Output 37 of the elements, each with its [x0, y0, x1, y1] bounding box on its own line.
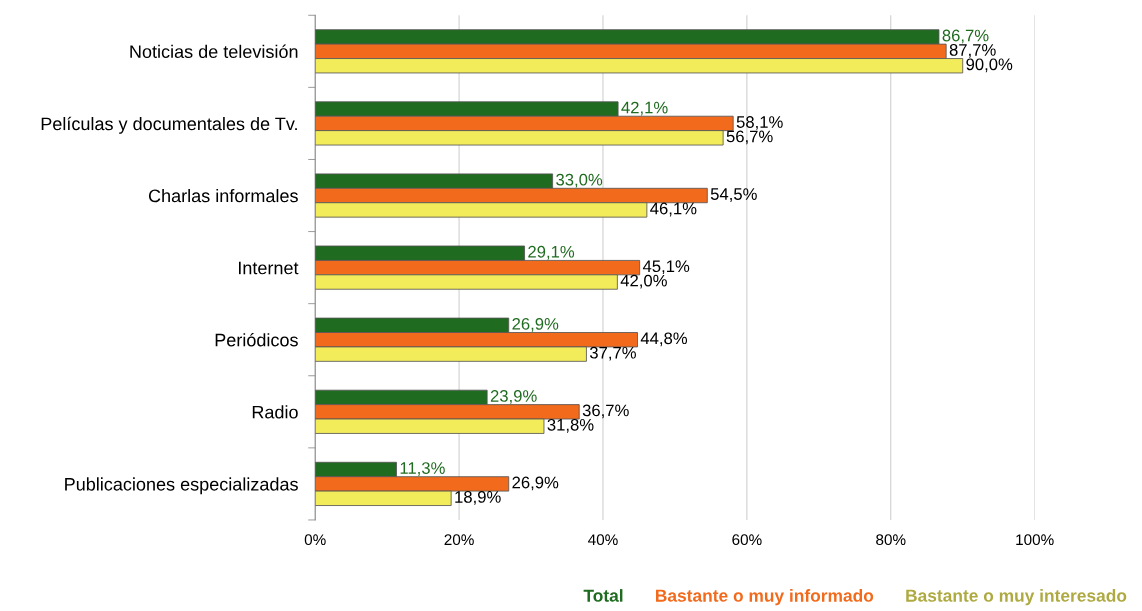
data-label: 37,7%: [589, 346, 636, 361]
x-tick-label: 100%: [1016, 534, 1054, 546]
y-tick-label: Publicaciones especializadas: [65, 477, 298, 495]
y-tick-label: Charlas informales: [148, 188, 298, 203]
x-tick-label: 20%: [444, 534, 474, 546]
x-tick-label: 0%: [304, 534, 326, 546]
data-label: 29,1%: [528, 245, 575, 260]
data-label: 42,0%: [620, 274, 667, 289]
data-label: 33,0%: [556, 173, 603, 188]
data-label: 90,0%: [966, 58, 1013, 73]
data-label: 58,1%: [736, 116, 783, 130]
data-label: 44,8%: [640, 332, 688, 347]
data-label: 45,1%: [642, 260, 690, 275]
data-label: 86,7%: [942, 29, 989, 44]
x-tick-label: 60%: [732, 534, 762, 546]
data-label: 54,5%: [710, 188, 757, 202]
data-label: 56,7%: [726, 130, 773, 145]
data-label: 26,9%: [512, 476, 559, 491]
data-label: 36,7%: [582, 404, 629, 419]
text: Bastante o muy interesado: [906, 589, 1127, 606]
data-label: 23,9%: [490, 390, 537, 404]
data-label: 87,7%: [949, 44, 996, 58]
y-tick-label: Periódicos: [215, 332, 298, 347]
y-tick-label: Internet: [238, 261, 299, 275]
x-tick-label: 80%: [876, 534, 906, 546]
data-label: 46,1%: [650, 202, 697, 217]
x-tick-label: 40%: [588, 534, 618, 546]
y-tick-label: Radio: [252, 405, 298, 419]
data-label: 42,1%: [621, 101, 668, 116]
y-tick-label: Noticias de televisión: [130, 44, 298, 59]
data-label: 18,9%: [455, 491, 501, 505]
y-tick-label: Películas y documentales de Tv.: [41, 116, 297, 134]
text: Total: [583, 589, 623, 602]
data-label: 31,8%: [547, 418, 594, 433]
text: Bastante o muy informado: [656, 589, 874, 606]
data-label: 26,9%: [512, 317, 559, 332]
data-label: 11,3%: [400, 462, 445, 476]
